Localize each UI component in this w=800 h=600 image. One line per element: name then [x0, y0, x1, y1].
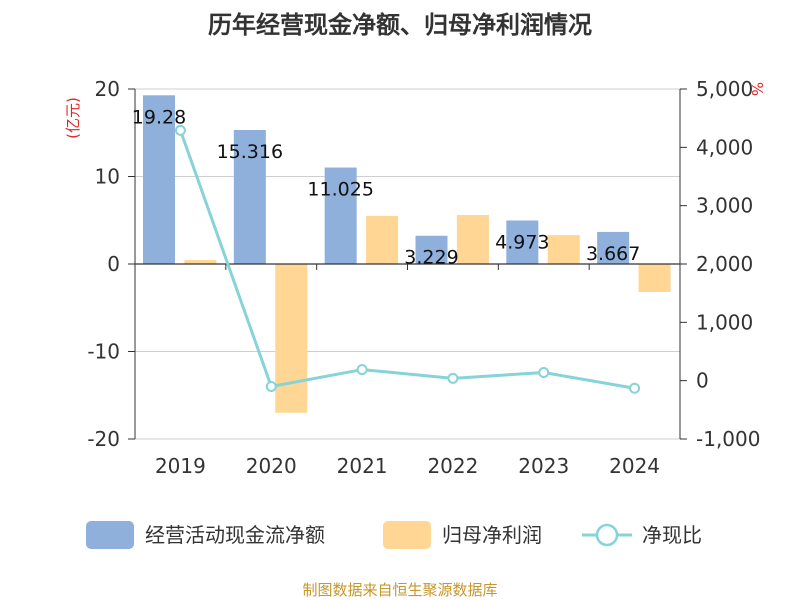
- chart-title: 历年经营现金净额、归母净利润情况: [208, 11, 592, 39]
- data-labels: 19.28 15.316 11.025 3.229 4.973 3.667: [132, 106, 641, 268]
- right-tick-label: 4,000: [696, 135, 753, 159]
- cash-bar: [233, 129, 266, 264]
- x-tick-label: 2021: [337, 454, 388, 478]
- ratio-series: [174, 124, 641, 394]
- profit-bar: [456, 215, 489, 264]
- cash-value-label: 19.28: [132, 106, 186, 128]
- cash-value-label: 3.229: [404, 247, 458, 269]
- right-axis-unit: %: [748, 82, 766, 96]
- left-axis-unit: (亿元): [64, 97, 82, 139]
- right-tick-label: -1,000: [696, 427, 760, 451]
- profit-bar: [366, 215, 399, 264]
- cash-bar: [597, 231, 630, 264]
- legend-label-cash: 经营活动现金流净额: [145, 523, 325, 547]
- legend-swatch-ratio-marker: [595, 523, 619, 547]
- ratio-point: [174, 124, 186, 136]
- cash-bar: [415, 235, 448, 264]
- x-tick-label: 2020: [246, 454, 297, 478]
- legend-label-ratio: 净现比: [642, 523, 702, 547]
- cash-value-label: 3.667: [586, 243, 640, 265]
- x-tick-label: 2023: [518, 454, 569, 478]
- ratio-point: [265, 381, 277, 392]
- axes: 20 10 0 -10 -20 5,000 4,000 3,000 2,000 1,000 0 -1,…: [87, 77, 760, 478]
- right-tick-label: 0: [696, 369, 709, 393]
- ratio-point: [447, 372, 459, 384]
- cash-value-label: 4.973: [495, 231, 549, 253]
- legend-swatch-cash: [86, 521, 134, 549]
- right-tick-label: 2,000: [696, 252, 753, 276]
- left-tick-label: 0: [107, 252, 120, 276]
- legend-label-profit: 归母净利润: [442, 523, 542, 547]
- x-tick-label: 2022: [427, 454, 478, 478]
- cash-bar: [143, 95, 175, 264]
- left-tick-label: 20: [95, 77, 120, 101]
- profit-bar: [547, 235, 580, 264]
- x-tick-label: 2019: [155, 454, 206, 478]
- cash-bar: [324, 167, 357, 264]
- profit-bar: [638, 264, 671, 292]
- ratio-point: [629, 382, 641, 394]
- left-tick-label: -20: [87, 427, 120, 451]
- cash-value-label: 11.025: [307, 179, 373, 201]
- legend: 经营活动现金流净额 归母净利润 净现比: [86, 521, 702, 549]
- ratio-point: [356, 364, 368, 376]
- ratio-line: [179, 129, 635, 390]
- right-tick-label: 5,000: [696, 77, 753, 101]
- left-tick-label: -10: [87, 340, 120, 364]
- profit-bar: [184, 260, 217, 264]
- x-tick-label: 2024: [609, 454, 660, 478]
- cash-value-label: 15.316: [217, 141, 283, 163]
- left-tick-label: 10: [95, 165, 120, 189]
- right-tick-label: 3,000: [696, 194, 753, 218]
- bars: [143, 95, 671, 413]
- cash-bar: [506, 220, 539, 264]
- right-tick-label: 1,000: [696, 310, 753, 334]
- ratio-point: [538, 367, 550, 378]
- source-footer: 制图数据来自恒生聚源数据库: [302, 581, 497, 599]
- profit-bar: [275, 264, 308, 413]
- legend-swatch-profit: [383, 521, 431, 549]
